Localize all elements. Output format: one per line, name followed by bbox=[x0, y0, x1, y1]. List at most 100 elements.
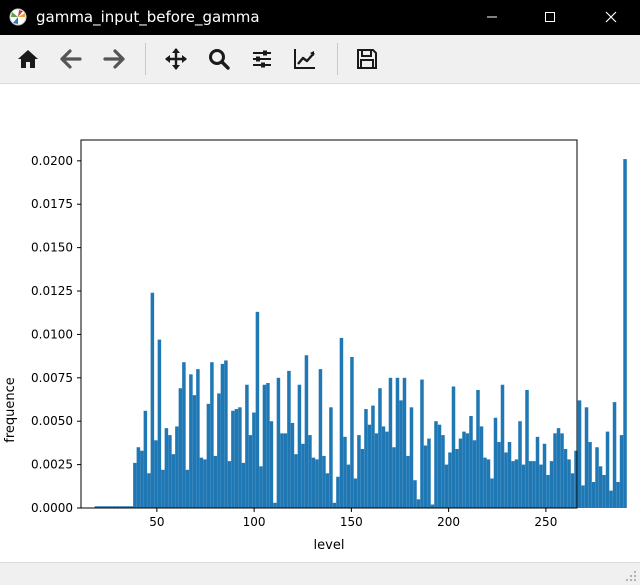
histogram-bar bbox=[381, 426, 386, 508]
x-tick-label: 100 bbox=[243, 515, 266, 529]
histogram-bar bbox=[612, 402, 617, 508]
y-tick-label: 0.0075 bbox=[31, 371, 73, 385]
histogram-bar bbox=[476, 389, 480, 508]
bar-series bbox=[94, 159, 627, 508]
y-axis: 0.0000 0.0025 0.0050 0.0075 0.0100 0.0125 0.01… bbox=[31, 154, 81, 515]
home-button[interactable] bbox=[11, 42, 45, 76]
y-tick-label: 0.0125 bbox=[31, 284, 73, 298]
back-button[interactable] bbox=[54, 42, 88, 76]
histogram-bar bbox=[577, 400, 582, 508]
histogram-bar bbox=[371, 405, 375, 508]
histogram-bar bbox=[364, 409, 368, 508]
histogram-bar bbox=[588, 442, 592, 508]
x-tick-label: 150 bbox=[340, 515, 363, 529]
figure-canvas[interactable]: 50 100 150 200 250 0.0000 0.0025 0.0050 0.0075 0… bbox=[0, 84, 640, 562]
histogram-bar bbox=[532, 461, 536, 508]
histogram-bar bbox=[276, 377, 281, 508]
histogram-bar bbox=[504, 452, 508, 508]
histogram-bar bbox=[280, 433, 284, 508]
histogram-bar bbox=[511, 461, 515, 508]
histogram-bar bbox=[563, 448, 568, 508]
histogram-bar bbox=[448, 452, 452, 508]
histogram-bar bbox=[143, 410, 148, 508]
histogram-bar bbox=[241, 462, 246, 508]
histogram-bar bbox=[224, 360, 228, 508]
x-axis: 50 100 150 200 250 bbox=[149, 508, 557, 529]
histogram-bar bbox=[301, 443, 305, 508]
histogram-bar bbox=[308, 435, 312, 508]
histogram-bar bbox=[140, 450, 144, 508]
histogram-bar bbox=[112, 506, 116, 508]
histogram-bar bbox=[518, 421, 522, 508]
histogram-bar bbox=[203, 459, 207, 508]
histogram-bar bbox=[409, 407, 414, 508]
minimize-button[interactable] bbox=[469, 0, 515, 35]
histogram-bar bbox=[507, 442, 512, 508]
histogram-bar bbox=[119, 506, 123, 508]
histogram-bar bbox=[217, 393, 221, 508]
edit-axes-button[interactable] bbox=[288, 42, 322, 76]
histogram-bar bbox=[395, 377, 400, 508]
histogram-bar bbox=[486, 459, 491, 508]
histogram-bar bbox=[133, 462, 137, 508]
edit-axes-icon bbox=[294, 49, 315, 69]
histogram-bar bbox=[350, 356, 354, 508]
histogram-bar bbox=[591, 481, 596, 508]
histogram-bar bbox=[231, 410, 235, 508]
histogram-bar bbox=[273, 502, 277, 508]
histogram-bar bbox=[490, 478, 494, 508]
histogram-bar bbox=[385, 431, 389, 508]
status-bar bbox=[0, 562, 640, 585]
histogram-bar bbox=[304, 355, 309, 508]
histogram-bar bbox=[94, 506, 99, 508]
histogram-bar bbox=[458, 438, 463, 508]
pan-button[interactable] bbox=[159, 42, 193, 76]
histogram-bar bbox=[525, 389, 529, 508]
histogram-bar bbox=[287, 370, 291, 508]
histogram-bar bbox=[196, 369, 200, 508]
close-icon bbox=[605, 11, 617, 23]
forward-button[interactable] bbox=[97, 42, 131, 76]
zoom-icon bbox=[209, 49, 230, 70]
save-button[interactable] bbox=[350, 42, 384, 76]
zoom-button[interactable] bbox=[202, 42, 236, 76]
maximize-button[interactable] bbox=[527, 0, 573, 35]
configure-subplots-button[interactable] bbox=[245, 42, 279, 76]
histogram-bar bbox=[388, 377, 393, 508]
histogram-bar bbox=[129, 506, 134, 508]
histogram-bar bbox=[528, 461, 533, 508]
histogram-bar bbox=[514, 459, 519, 508]
histogram-bar bbox=[318, 369, 323, 508]
histogram-bar bbox=[416, 499, 421, 508]
y-tick-label: 0.0100 bbox=[31, 327, 73, 341]
histogram-bar bbox=[483, 457, 487, 508]
histogram-bar bbox=[164, 428, 169, 508]
histogram-bar bbox=[549, 461, 554, 508]
histogram-bar bbox=[427, 438, 431, 508]
histogram-bar bbox=[168, 435, 172, 508]
resize-grip-icon[interactable] bbox=[625, 570, 637, 582]
histogram-bar bbox=[623, 159, 627, 508]
histogram-bar bbox=[171, 454, 176, 508]
histogram-bar bbox=[598, 466, 603, 508]
histogram-bar bbox=[469, 416, 473, 508]
histogram-bar bbox=[574, 450, 578, 508]
histogram-bar bbox=[248, 435, 253, 508]
histogram-bar bbox=[605, 431, 610, 508]
histogram-bar bbox=[339, 337, 344, 508]
histogram-bar bbox=[220, 363, 225, 508]
histogram-bar bbox=[136, 447, 141, 508]
home-icon bbox=[18, 50, 38, 68]
close-button[interactable] bbox=[588, 0, 634, 35]
histogram-bar bbox=[462, 431, 466, 508]
maximize-icon bbox=[545, 12, 555, 22]
histogram-bar bbox=[472, 440, 477, 508]
histogram-bar bbox=[602, 475, 606, 508]
histogram-bar bbox=[378, 388, 382, 508]
y-tick-label: 0.0200 bbox=[31, 154, 73, 168]
histogram-bar bbox=[437, 424, 442, 508]
histogram-bar bbox=[259, 466, 263, 508]
y-axis-label: frequence bbox=[3, 377, 18, 443]
histogram-bar bbox=[161, 469, 165, 508]
histogram-bar bbox=[406, 455, 410, 508]
